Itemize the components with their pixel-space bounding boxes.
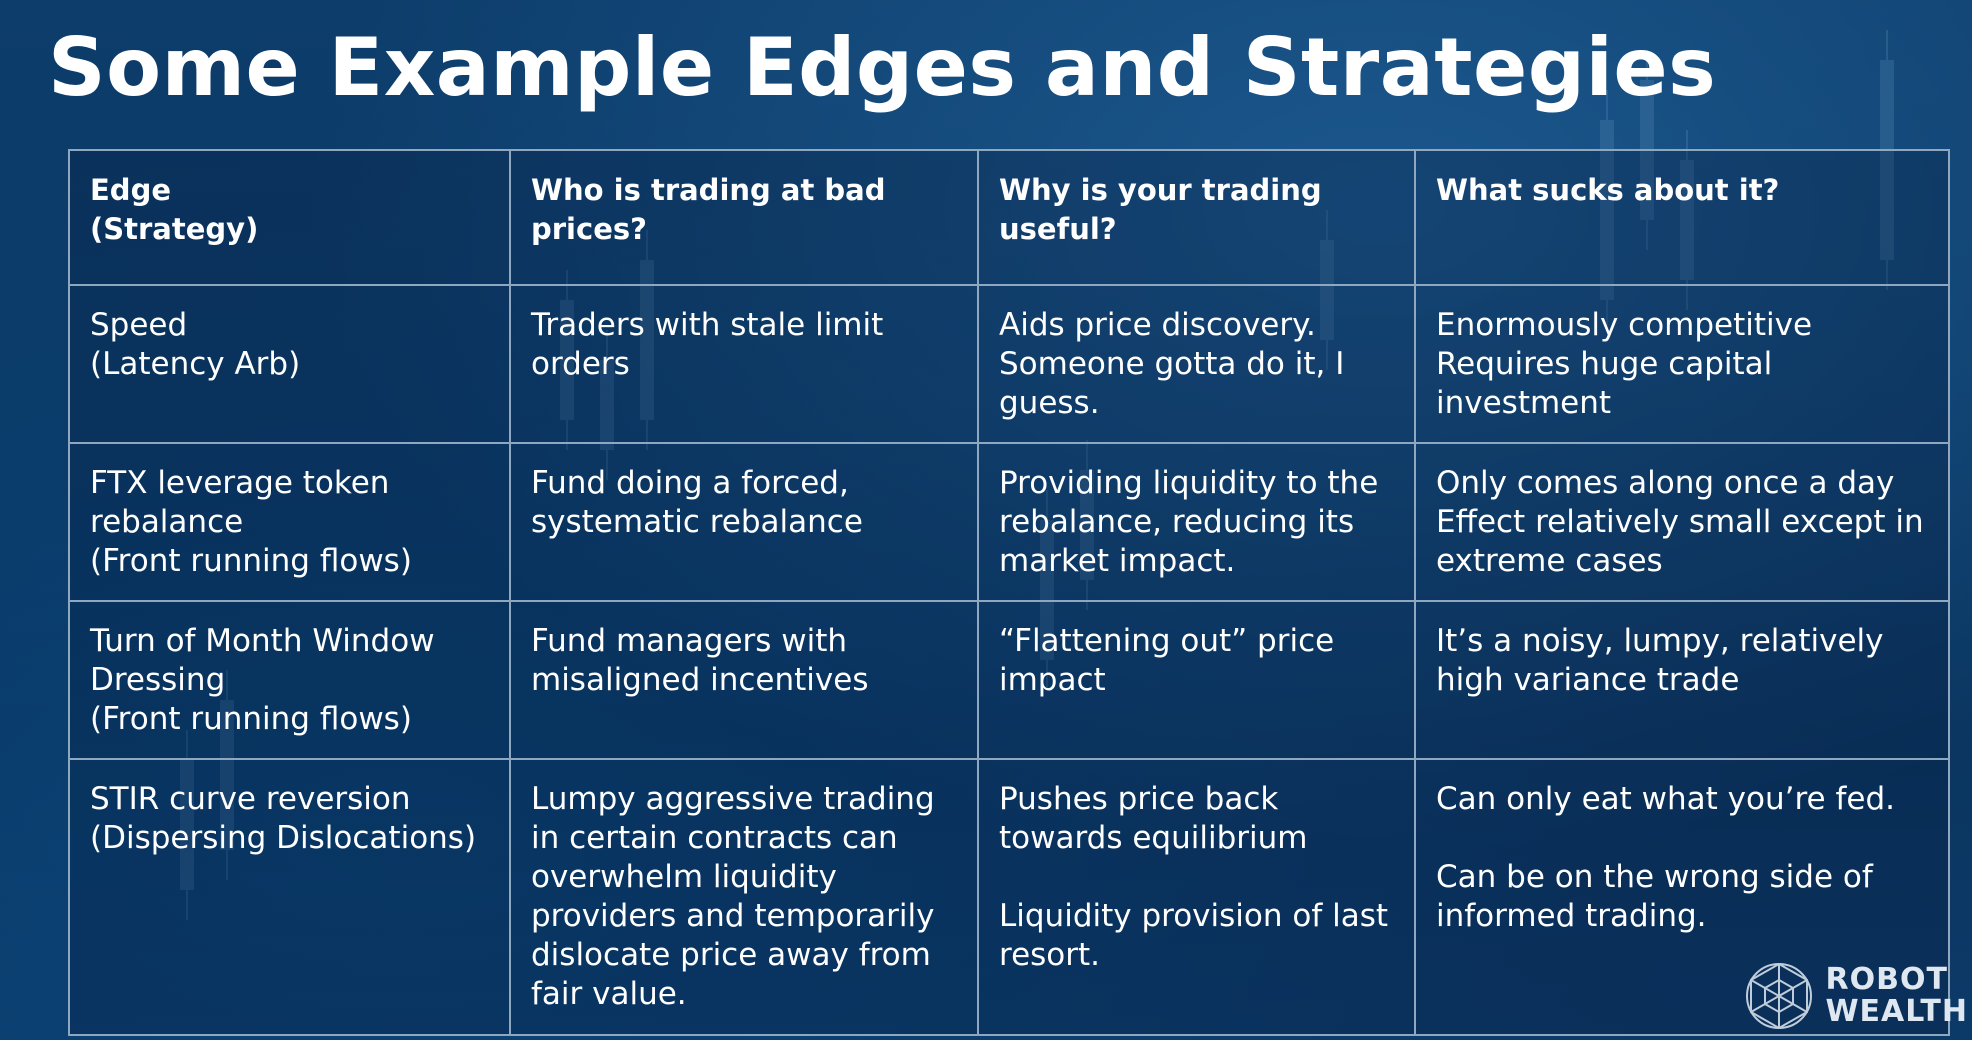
cell-sucks: Can only eat what you’re fed. Can be on … <box>1414 758 1950 1036</box>
edges-strategies-table: Edge (Strategy) Who is trading at bad pr… <box>68 149 1950 1036</box>
geodesic-globe-icon <box>1746 962 1813 1030</box>
slide-title: Some Example Edges and Strategies <box>48 21 1717 114</box>
cell-why: Aids price discovery. Someone gotta do i… <box>977 284 1416 444</box>
cell-who: Lumpy aggressive trading in certain cont… <box>509 758 979 1036</box>
cell-edge: Speed (Latency Arb) <box>68 284 511 444</box>
cell-who: Traders with stale limit orders <box>509 284 979 444</box>
cell-sucks: It’s a noisy, lumpy, relatively high var… <box>1414 600 1950 760</box>
table-row: Speed (Latency Arb) Traders with stale l… <box>68 284 1950 444</box>
cell-why: Providing liquidity to the rebalance, re… <box>977 442 1416 602</box>
cell-edge: Turn of Month Window Dressing (Front run… <box>68 600 511 760</box>
cell-edge: FTX leverage token rebalance (Front runn… <box>68 442 511 602</box>
logo-wordmark: ROBOT WEALTH <box>1825 964 1968 1028</box>
logo-line-2: WEALTH <box>1825 994 1968 1029</box>
cell-why: “Flattening out” price impact <box>977 600 1416 760</box>
cell-who: Fund doing a forced, systematic rebalanc… <box>509 442 979 602</box>
table-row: Turn of Month Window Dressing (Front run… <box>68 600 1950 760</box>
logo-line-1: ROBOT <box>1825 962 1948 997</box>
cell-who: Fund managers with misaligned incentives <box>509 600 979 760</box>
header-who-trading-bad-prices: Who is trading at bad prices? <box>509 149 979 286</box>
table-header-row: Edge (Strategy) Who is trading at bad pr… <box>68 149 1950 286</box>
table-row: FTX leverage token rebalance (Front runn… <box>68 442 1950 602</box>
header-edge-strategy: Edge (Strategy) <box>68 149 511 286</box>
cell-why: Pushes price back towards equilibrium Li… <box>977 758 1416 1036</box>
header-what-sucks: What sucks about it? <box>1414 149 1950 286</box>
robot-wealth-logo: ROBOT WEALTH <box>1743 960 1968 1032</box>
cell-edge: STIR curve reversion (Dispersing Disloca… <box>68 758 511 1036</box>
cell-sucks: Only comes along once a day Effect relat… <box>1414 442 1950 602</box>
header-why-trading-useful: Why is your trading useful? <box>977 149 1416 286</box>
cell-sucks: Enormously competitive Requires huge cap… <box>1414 284 1950 444</box>
table-row: STIR curve reversion (Dispersing Disloca… <box>68 758 1950 1036</box>
